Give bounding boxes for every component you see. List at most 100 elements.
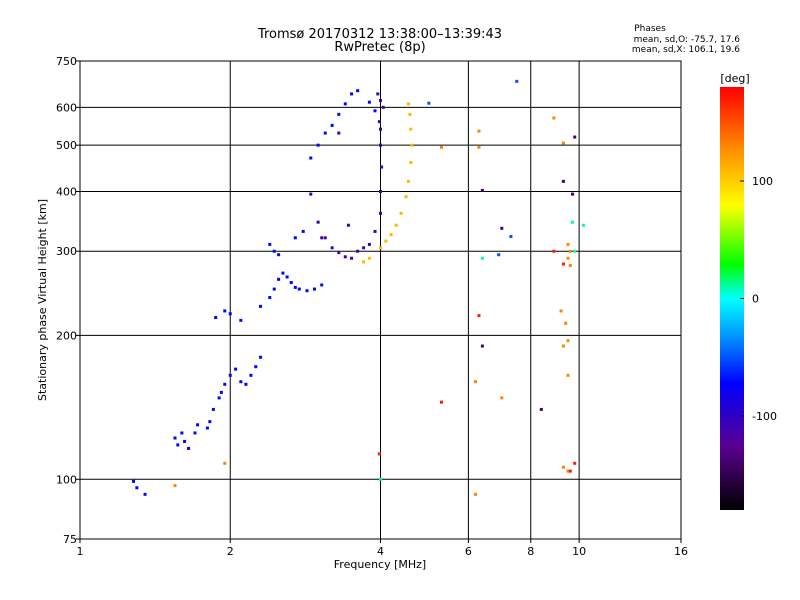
data-point [394,223,398,227]
grid-lines [80,61,681,539]
data-point [285,275,289,279]
data-point [173,484,177,488]
data-point [297,287,301,291]
data-point [500,396,504,400]
data-point [440,145,444,149]
data-point [581,223,585,227]
data-point [272,287,276,291]
data-point [337,131,341,135]
data-point [380,165,384,169]
data-point [480,344,484,348]
data-point [205,426,209,430]
x-tick-label: 8 [527,545,534,558]
data-point [309,156,313,160]
data-point [568,469,572,473]
data-point [180,431,184,435]
data-point [272,249,276,253]
y-tick-label: 200 [56,329,77,342]
data-point [561,179,565,183]
data-point [356,89,360,93]
data-point [323,131,327,135]
data-point [223,461,227,465]
data-point [316,220,320,224]
data-point [409,160,413,164]
data-point [277,277,281,281]
data-point [259,355,263,359]
data-point [552,249,556,253]
data-point [571,192,575,196]
data-point [566,242,570,246]
x-tick-label: 16 [674,545,688,558]
data-point [196,423,200,427]
data-point [219,390,223,394]
data-point [259,304,263,308]
data-point [559,309,563,313]
colorbar-tick-label: 100 [752,175,773,188]
data-point [293,236,297,240]
data-point [564,321,568,325]
phases-heading: Phases [634,24,666,34]
chart-title: Tromsø 20170312 13:38:00–13:39:43 [257,27,503,42]
data-point [239,380,243,384]
data-point [362,246,366,250]
data-point [289,281,293,285]
data-point [561,465,565,469]
data-point [183,439,187,443]
data-point [223,309,227,313]
y-tick-label: 750 [56,55,77,68]
data-point [350,256,354,260]
data-point [552,116,556,120]
data-point [440,400,444,404]
y-axis-label: Stationary phase Virtual Height [km] [36,199,49,401]
data-point [228,373,232,377]
data-point [193,431,197,435]
data-point [568,264,572,268]
y-tick-label: 400 [56,185,77,198]
axis-ticks: 1 2 4 6 8 10 16 75 100 200 300 400 500 600 750 [56,55,688,558]
chart-subtitle: RwPretec (8p) [334,40,426,55]
data-point [379,189,382,193]
data-point [312,287,316,291]
data-point [406,179,410,183]
data-point [500,226,504,230]
data-point [337,112,341,116]
data-point [573,461,577,465]
data-point [477,129,481,133]
data-point [132,479,136,483]
data-point [381,105,385,109]
data-point [320,236,324,240]
data-point [568,249,572,253]
data-point [373,109,377,113]
data-point [228,312,232,316]
data-point [379,211,382,215]
data-point [561,262,565,266]
data-point [320,283,324,287]
data-point [367,256,371,260]
data-point [281,271,285,275]
data-point [404,195,408,199]
data-point [480,256,484,260]
x-axis-label: Frequency [MHz] [334,558,426,571]
data-point [135,486,139,490]
data-point [234,367,238,371]
data-point [566,339,570,343]
data-point [561,344,565,348]
x-tick-label: 1 [77,545,84,558]
y-tick-label: 600 [56,101,77,114]
data-point [309,192,313,196]
data-point [477,314,481,318]
data-point [176,443,180,447]
data-point [330,123,334,127]
data-point [427,101,431,105]
data-point [573,249,577,253]
x-tick-label: 2 [227,545,234,558]
data-point [408,112,412,116]
data-point [173,436,177,440]
colorbar-ticks: 100 0 -100 [740,175,777,423]
data-point [497,253,501,257]
data-point [561,141,565,145]
data-point [566,256,570,260]
colorbar-label: [deg] [720,72,749,85]
data-point [301,229,305,233]
